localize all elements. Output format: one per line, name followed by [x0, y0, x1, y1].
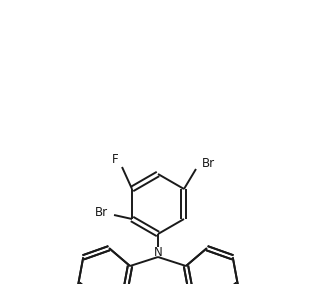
Text: F: F — [112, 153, 118, 166]
Text: N: N — [154, 245, 162, 258]
Text: Br: Br — [95, 206, 108, 220]
Text: Br: Br — [202, 156, 215, 170]
